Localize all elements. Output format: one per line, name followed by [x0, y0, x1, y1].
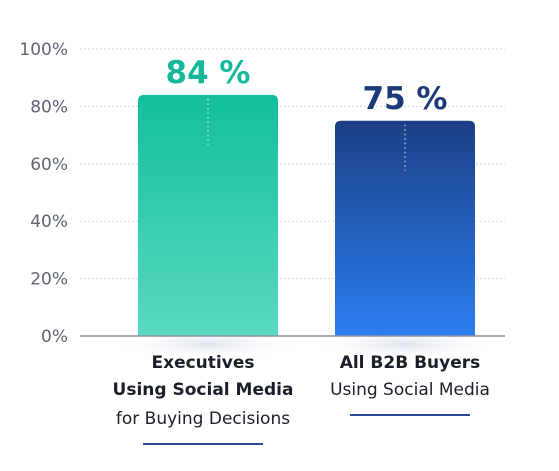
- bar-1: [138, 94, 278, 336]
- y-tick-label: 80%: [30, 97, 68, 117]
- y-tick-label: 100%: [19, 40, 68, 60]
- category-labels: Executives Using Social Media for Buying D…: [113, 353, 490, 445]
- y-tick-label: 0%: [41, 327, 68, 347]
- y-tick-label: 20%: [30, 270, 68, 290]
- category-label-1-line-3: for Buying Decisions: [116, 409, 290, 429]
- value-label-2: 75 %: [363, 81, 448, 117]
- y-tick-label: 60%: [30, 155, 68, 175]
- category-label-2-line-2: Using Social Media: [330, 380, 490, 400]
- y-axis-ticks: 0% 20% 40% 60% 80% 100%: [19, 40, 68, 347]
- y-tick-label: 40%: [30, 212, 68, 232]
- category-label-1-line-1: Executives: [152, 353, 255, 373]
- bar-2: [335, 120, 475, 336]
- category-label-2-line-1: All B2B Buyers: [340, 353, 481, 373]
- category-label-1-line-2: Using Social Media: [113, 380, 294, 400]
- value-labels: 84 % 75 %: [166, 55, 448, 117]
- bars: [110, 94, 503, 360]
- value-label-1: 84 %: [166, 55, 251, 91]
- gridlines: [80, 48, 505, 280]
